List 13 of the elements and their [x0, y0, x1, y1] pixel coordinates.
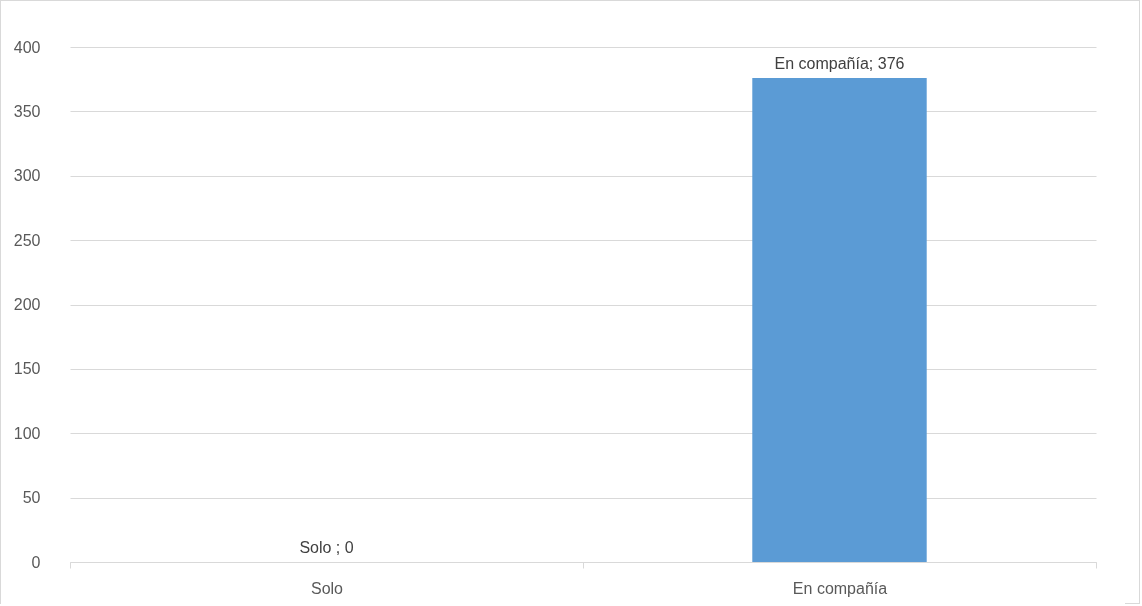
- x-tick-label: Solo: [310, 579, 344, 597]
- y-tick-label: 0: [31, 553, 41, 571]
- y-tick-label: 50: [22, 489, 41, 507]
- data-label: Solo ; 0: [299, 539, 354, 556]
- y-tick-label: 350: [13, 102, 41, 120]
- y-tick-label: 150: [13, 360, 41, 378]
- y-tick-label: 400: [13, 38, 41, 56]
- y-tick-label: 250: [13, 231, 41, 249]
- data-label: En compañía; 376: [774, 54, 905, 72]
- x-tick-label: En compañía: [792, 579, 888, 597]
- y-tick-label: 300: [13, 167, 41, 185]
- y-tick-label: 100: [13, 424, 41, 442]
- y-tick-label: 200: [13, 296, 41, 313]
